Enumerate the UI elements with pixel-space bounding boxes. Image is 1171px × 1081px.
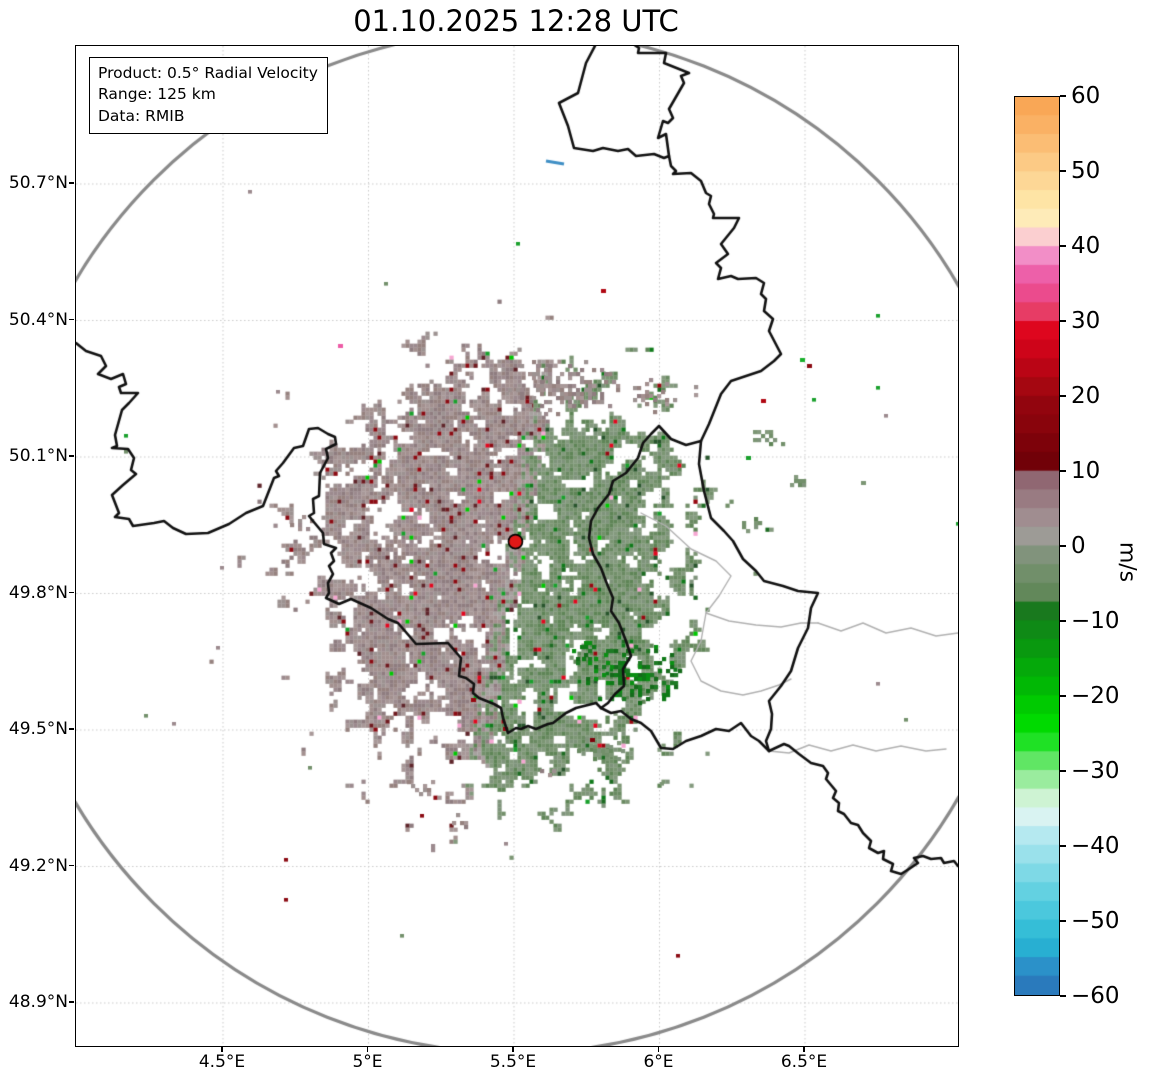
colorbar-tick-mark	[1060, 620, 1066, 622]
colorbar-tick-mark	[1060, 845, 1066, 847]
colorbar-tick-mark	[1060, 395, 1066, 397]
y-tick-label: 49.5°N	[8, 719, 68, 739]
colorbar-tick-label: 30	[1071, 308, 1101, 334]
y-tick-label: 50.7°N	[8, 173, 68, 193]
info-range-line: Range: 125 km	[98, 85, 216, 104]
y-tick-label: 49.2°N	[8, 855, 68, 876]
radar-map-canvas	[76, 46, 958, 1046]
x-tick-label: 6.5°E	[780, 1052, 828, 1072]
y-tick-label: 48.9°N	[8, 992, 68, 1012]
x-tick-label: 4.5°E	[198, 1052, 246, 1072]
colorbar-tick-label: −50	[1071, 908, 1120, 934]
product-info-box: Product: 0.5° Radial Velocity Range: 125…	[89, 57, 328, 135]
info-product-line: Product: 0.5° Radial Velocity	[98, 64, 318, 82]
y-tick-mark	[69, 1001, 74, 1003]
x-tick-label: 5.5°E	[489, 1052, 537, 1072]
x-tick-mark	[803, 1046, 805, 1052]
x-tick-label: 6°E	[643, 1052, 674, 1072]
colorbar-tick-mark	[1060, 170, 1066, 172]
y-tick-mark	[69, 318, 74, 321]
colorbar-tick-mark	[1060, 995, 1066, 997]
colorbar-tick-mark	[1060, 545, 1066, 547]
x-tick-mark	[657, 1046, 660, 1052]
colorbar-tick-mark	[1060, 695, 1066, 697]
colorbar-tick-mark	[1060, 470, 1066, 472]
colorbar-tick-label: 0	[1071, 533, 1086, 559]
colorbar-tick-label: 50	[1071, 158, 1101, 184]
colorbar-tick-label: −30	[1071, 758, 1120, 784]
y-tick-mark	[69, 728, 74, 730]
colorbar-tick-label: −20	[1071, 683, 1120, 709]
figure-title: 01.10.2025 12:28 UTC	[353, 4, 679, 38]
y-tick-label: 50.1°N	[8, 446, 68, 466]
map-axes: Product: 0.5° Radial Velocity Range: 125…	[75, 45, 959, 1047]
y-tick-label: 49.8°N	[8, 582, 68, 603]
info-data-source-line: Data: RMIB	[98, 106, 185, 125]
colorbar-tick-mark	[1060, 770, 1066, 772]
colorbar-tick-label: −10	[1071, 608, 1120, 634]
x-tick-mark	[512, 1046, 514, 1052]
x-tick-label: 5°E	[352, 1052, 383, 1072]
y-tick-mark	[69, 182, 74, 184]
x-tick-mark	[366, 1046, 369, 1052]
colorbar-canvas	[1015, 97, 1059, 995]
colorbar-tick-label: −60	[1071, 983, 1120, 1009]
colorbar-tick-label: 60	[1071, 83, 1101, 109]
y-tick-mark	[69, 455, 74, 457]
colorbar-tick-label: 40	[1071, 233, 1101, 259]
colorbar-tick-mark	[1060, 95, 1066, 97]
colorbar-tick-mark	[1060, 245, 1066, 247]
colorbar-tick-label: 10	[1071, 458, 1101, 484]
y-tick-mark	[69, 591, 74, 594]
colorbar-tick-mark	[1060, 320, 1066, 322]
colorbar-tick-label: −40	[1071, 833, 1120, 859]
colorbar-tick-mark	[1060, 920, 1066, 922]
colorbar	[1014, 96, 1060, 996]
y-tick-label: 50.4°N	[8, 309, 68, 330]
y-tick-mark	[69, 864, 74, 867]
colorbar-tick-label: 20	[1071, 383, 1101, 409]
colorbar-unit-label: m/s	[1114, 541, 1140, 583]
x-tick-mark	[221, 1046, 223, 1052]
